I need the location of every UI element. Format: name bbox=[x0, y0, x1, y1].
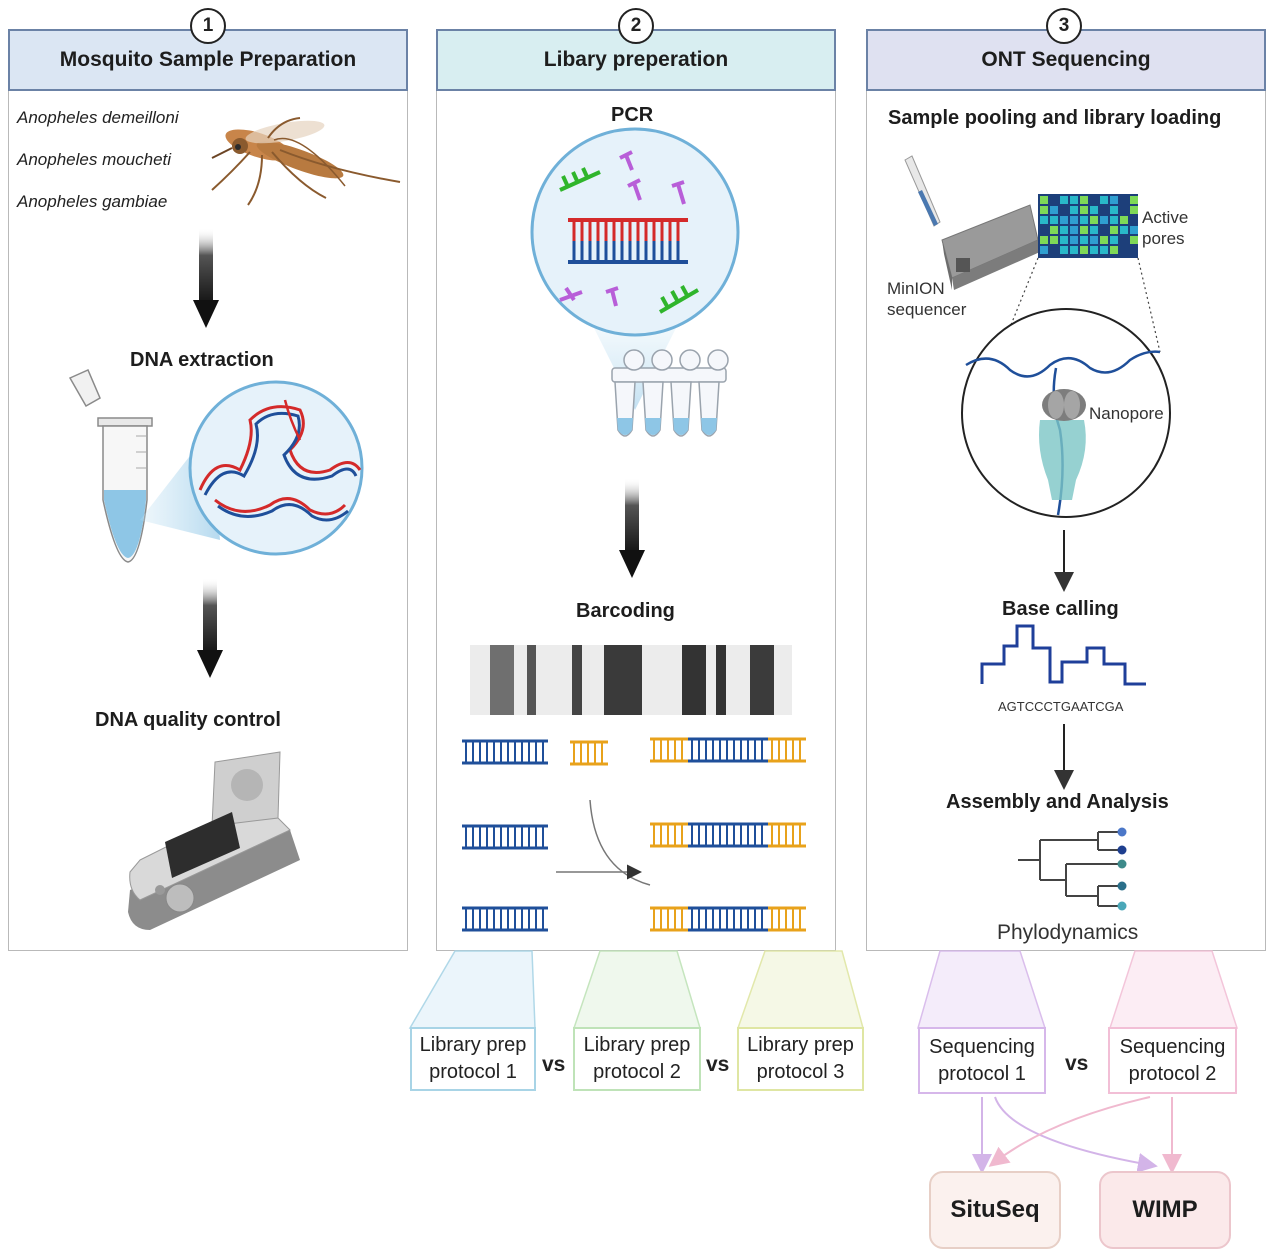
step-pcr: PCR bbox=[611, 104, 654, 126]
phylo-tree-icon bbox=[1018, 831, 1120, 907]
dna-fragment bbox=[650, 822, 688, 848]
library-protocol-1: Library prep protocol 1 bbox=[410, 1027, 536, 1091]
sequencing-protocol-2: Sequencing protocol 2 bbox=[1108, 1027, 1237, 1094]
dna-fragment bbox=[462, 824, 548, 850]
vs-label: vs bbox=[1065, 1052, 1089, 1075]
panel-1-title: Mosquito Sample Preparation bbox=[8, 29, 408, 91]
dna-fragment bbox=[768, 906, 806, 932]
dna-fragment bbox=[768, 822, 806, 848]
dna-fragment bbox=[650, 906, 688, 932]
dna-fragment bbox=[688, 822, 768, 848]
step-number-2: 2 bbox=[618, 8, 654, 44]
protocol-line: Library prep bbox=[747, 1034, 854, 1056]
protocol-line: Library prep bbox=[419, 1034, 527, 1056]
species-label: Anopheles demeilloni bbox=[17, 108, 179, 127]
dna-fragment bbox=[570, 740, 608, 766]
step-number-3: 3 bbox=[1046, 8, 1082, 44]
step-number-1: 1 bbox=[190, 8, 226, 44]
step-barcoding: Barcoding bbox=[576, 600, 675, 622]
step-sample-pooling: Sample pooling and library loading bbox=[888, 107, 1222, 129]
step-assembly: Assembly and Analysis bbox=[946, 791, 1169, 813]
protocol-line: Sequencing bbox=[1119, 1035, 1226, 1058]
dna-fragment bbox=[688, 737, 768, 763]
dna-fragment bbox=[462, 739, 548, 765]
protocol-line: protocol 3 bbox=[756, 1061, 845, 1083]
sequence-readout: AGTCCCTGAATCGA bbox=[998, 699, 1124, 714]
output-wimp: WIMP bbox=[1099, 1171, 1231, 1249]
active-pores-label: Active bbox=[1142, 208, 1189, 227]
minion-label: sequencer bbox=[887, 300, 967, 319]
active-pores-label: pores bbox=[1142, 229, 1185, 248]
output-situseq: SituSeq bbox=[929, 1171, 1061, 1249]
library-protocol-2: Library prep protocol 2 bbox=[573, 1027, 701, 1091]
protocol-line: protocol 2 bbox=[593, 1061, 681, 1083]
step-dna-quality-control: DNA quality control bbox=[95, 709, 281, 731]
protocol-line: Sequencing bbox=[929, 1035, 1035, 1058]
arrow-1a bbox=[199, 228, 213, 306]
species-label: Anopheles gambiae bbox=[17, 192, 168, 211]
minion-icon bbox=[941, 204, 1040, 290]
vs-label: vs bbox=[542, 1053, 566, 1076]
vs-label: vs bbox=[706, 1053, 730, 1076]
arrow-1b bbox=[203, 578, 217, 656]
nanopore-label: Nanopore bbox=[1089, 404, 1164, 423]
dna-fragment bbox=[650, 737, 688, 763]
protocol-line: Library prep bbox=[583, 1034, 691, 1056]
library-protocol-3: Library prep protocol 3 bbox=[737, 1027, 864, 1091]
species-label: Anopheles moucheti bbox=[17, 150, 172, 169]
sequencing-protocol-1: Sequencing protocol 1 bbox=[918, 1027, 1046, 1094]
step-dna-extraction: DNA extraction bbox=[130, 349, 274, 371]
dna-fragment bbox=[688, 906, 768, 932]
signal-trace-icon bbox=[980, 624, 1146, 686]
pipette-icon bbox=[904, 155, 941, 227]
minion-label: MinION bbox=[887, 279, 945, 298]
mosquito-icon bbox=[211, 117, 401, 206]
protocol-line: protocol 1 bbox=[938, 1062, 1026, 1085]
phylodynamics-label: Phylodynamics bbox=[997, 921, 1139, 944]
arrow-2 bbox=[625, 478, 639, 556]
dna-fragment bbox=[768, 737, 806, 763]
barcode-icon bbox=[470, 645, 792, 715]
spectrophotometer-icon bbox=[128, 751, 300, 930]
pcr-zoom-circle bbox=[530, 127, 740, 337]
protocol-line: protocol 1 bbox=[429, 1061, 517, 1083]
tube-icon bbox=[68, 369, 153, 563]
protocol-line: protocol 2 bbox=[1128, 1062, 1217, 1085]
step-base-calling: Base calling bbox=[1002, 598, 1119, 620]
dna-fragment bbox=[462, 906, 548, 932]
